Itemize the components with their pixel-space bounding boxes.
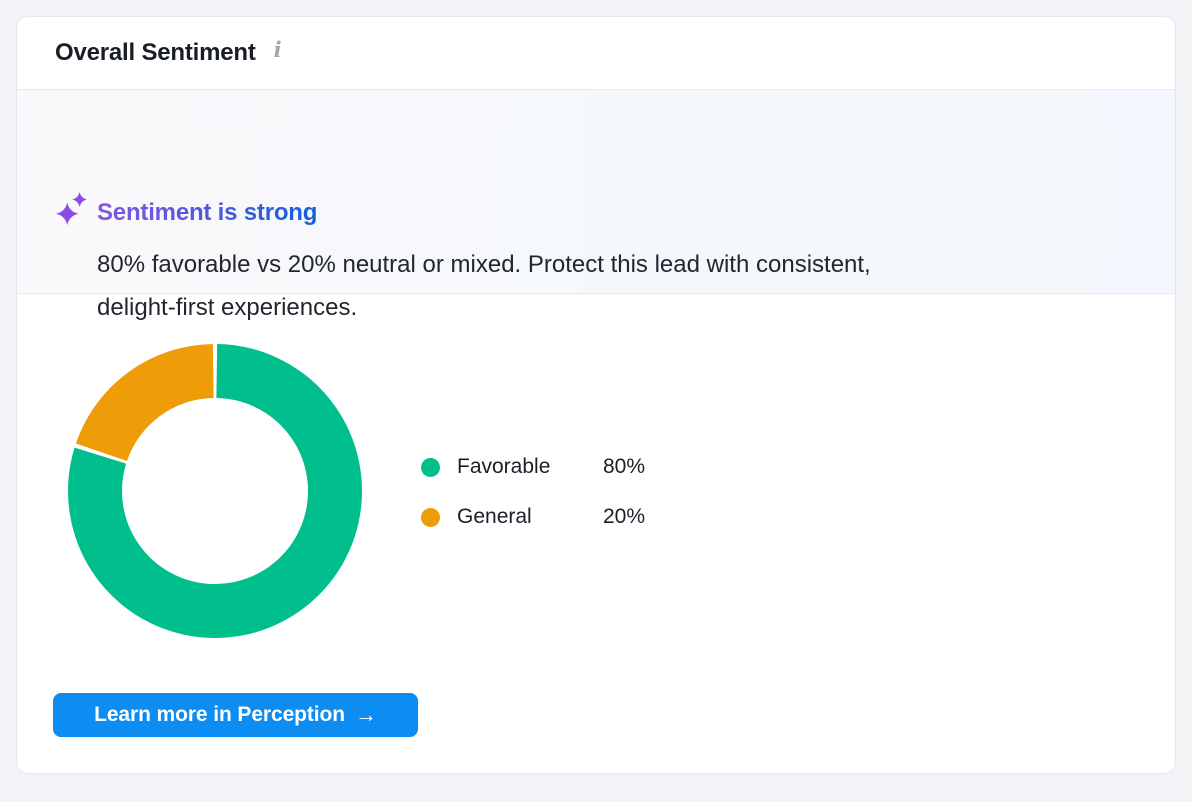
insight-text: Sentiment is strong 80% favorable vs 20%… [97, 198, 1137, 329]
insight-body-line: delight-first experiences. [97, 294, 358, 321]
info-icon[interactable]: i [273, 36, 282, 62]
chart-legend: Favorable 80% General 20% [421, 442, 645, 542]
insight-body-line: 80% favorable vs 20% neutral or mixed. P… [97, 251, 871, 278]
legend-item-favorable: Favorable 80% [421, 442, 645, 492]
legend-value: 20% [603, 505, 646, 528]
arrow-right-icon: → [354, 702, 377, 727]
donut-chart [68, 344, 362, 638]
learn-more-perception-button[interactable]: Learn more in Perception → [53, 693, 418, 737]
donut-segment-general[interactable] [75, 344, 214, 461]
overall-sentiment-card: Overall Sentiment i Sentiment is strong … [16, 16, 1176, 774]
legend-label: Favorable [457, 455, 551, 478]
button-label: Learn more in Perception [94, 703, 345, 726]
sparkles-icon [55, 191, 88, 226]
legend-item-general: General 20% [421, 492, 645, 542]
ai-insight-panel: Sentiment is strong 80% favorable vs 20%… [17, 90, 1175, 321]
header-divider [17, 89, 1175, 90]
legend-dot-favorable [421, 457, 440, 477]
insight-divider [17, 293, 1175, 294]
card-header: Overall Sentiment i [17, 17, 1175, 89]
legend-label: General [457, 505, 532, 528]
insight-body: 80% favorable vs 20% neutral or mixed. P… [97, 243, 1137, 329]
donut-segment-favorable[interactable] [68, 344, 362, 638]
legend-dot-general [421, 507, 440, 527]
legend-value: 80% [603, 455, 646, 478]
insight-heading: Sentiment is strong [97, 199, 318, 226]
page-title: Overall Sentiment [55, 39, 256, 66]
